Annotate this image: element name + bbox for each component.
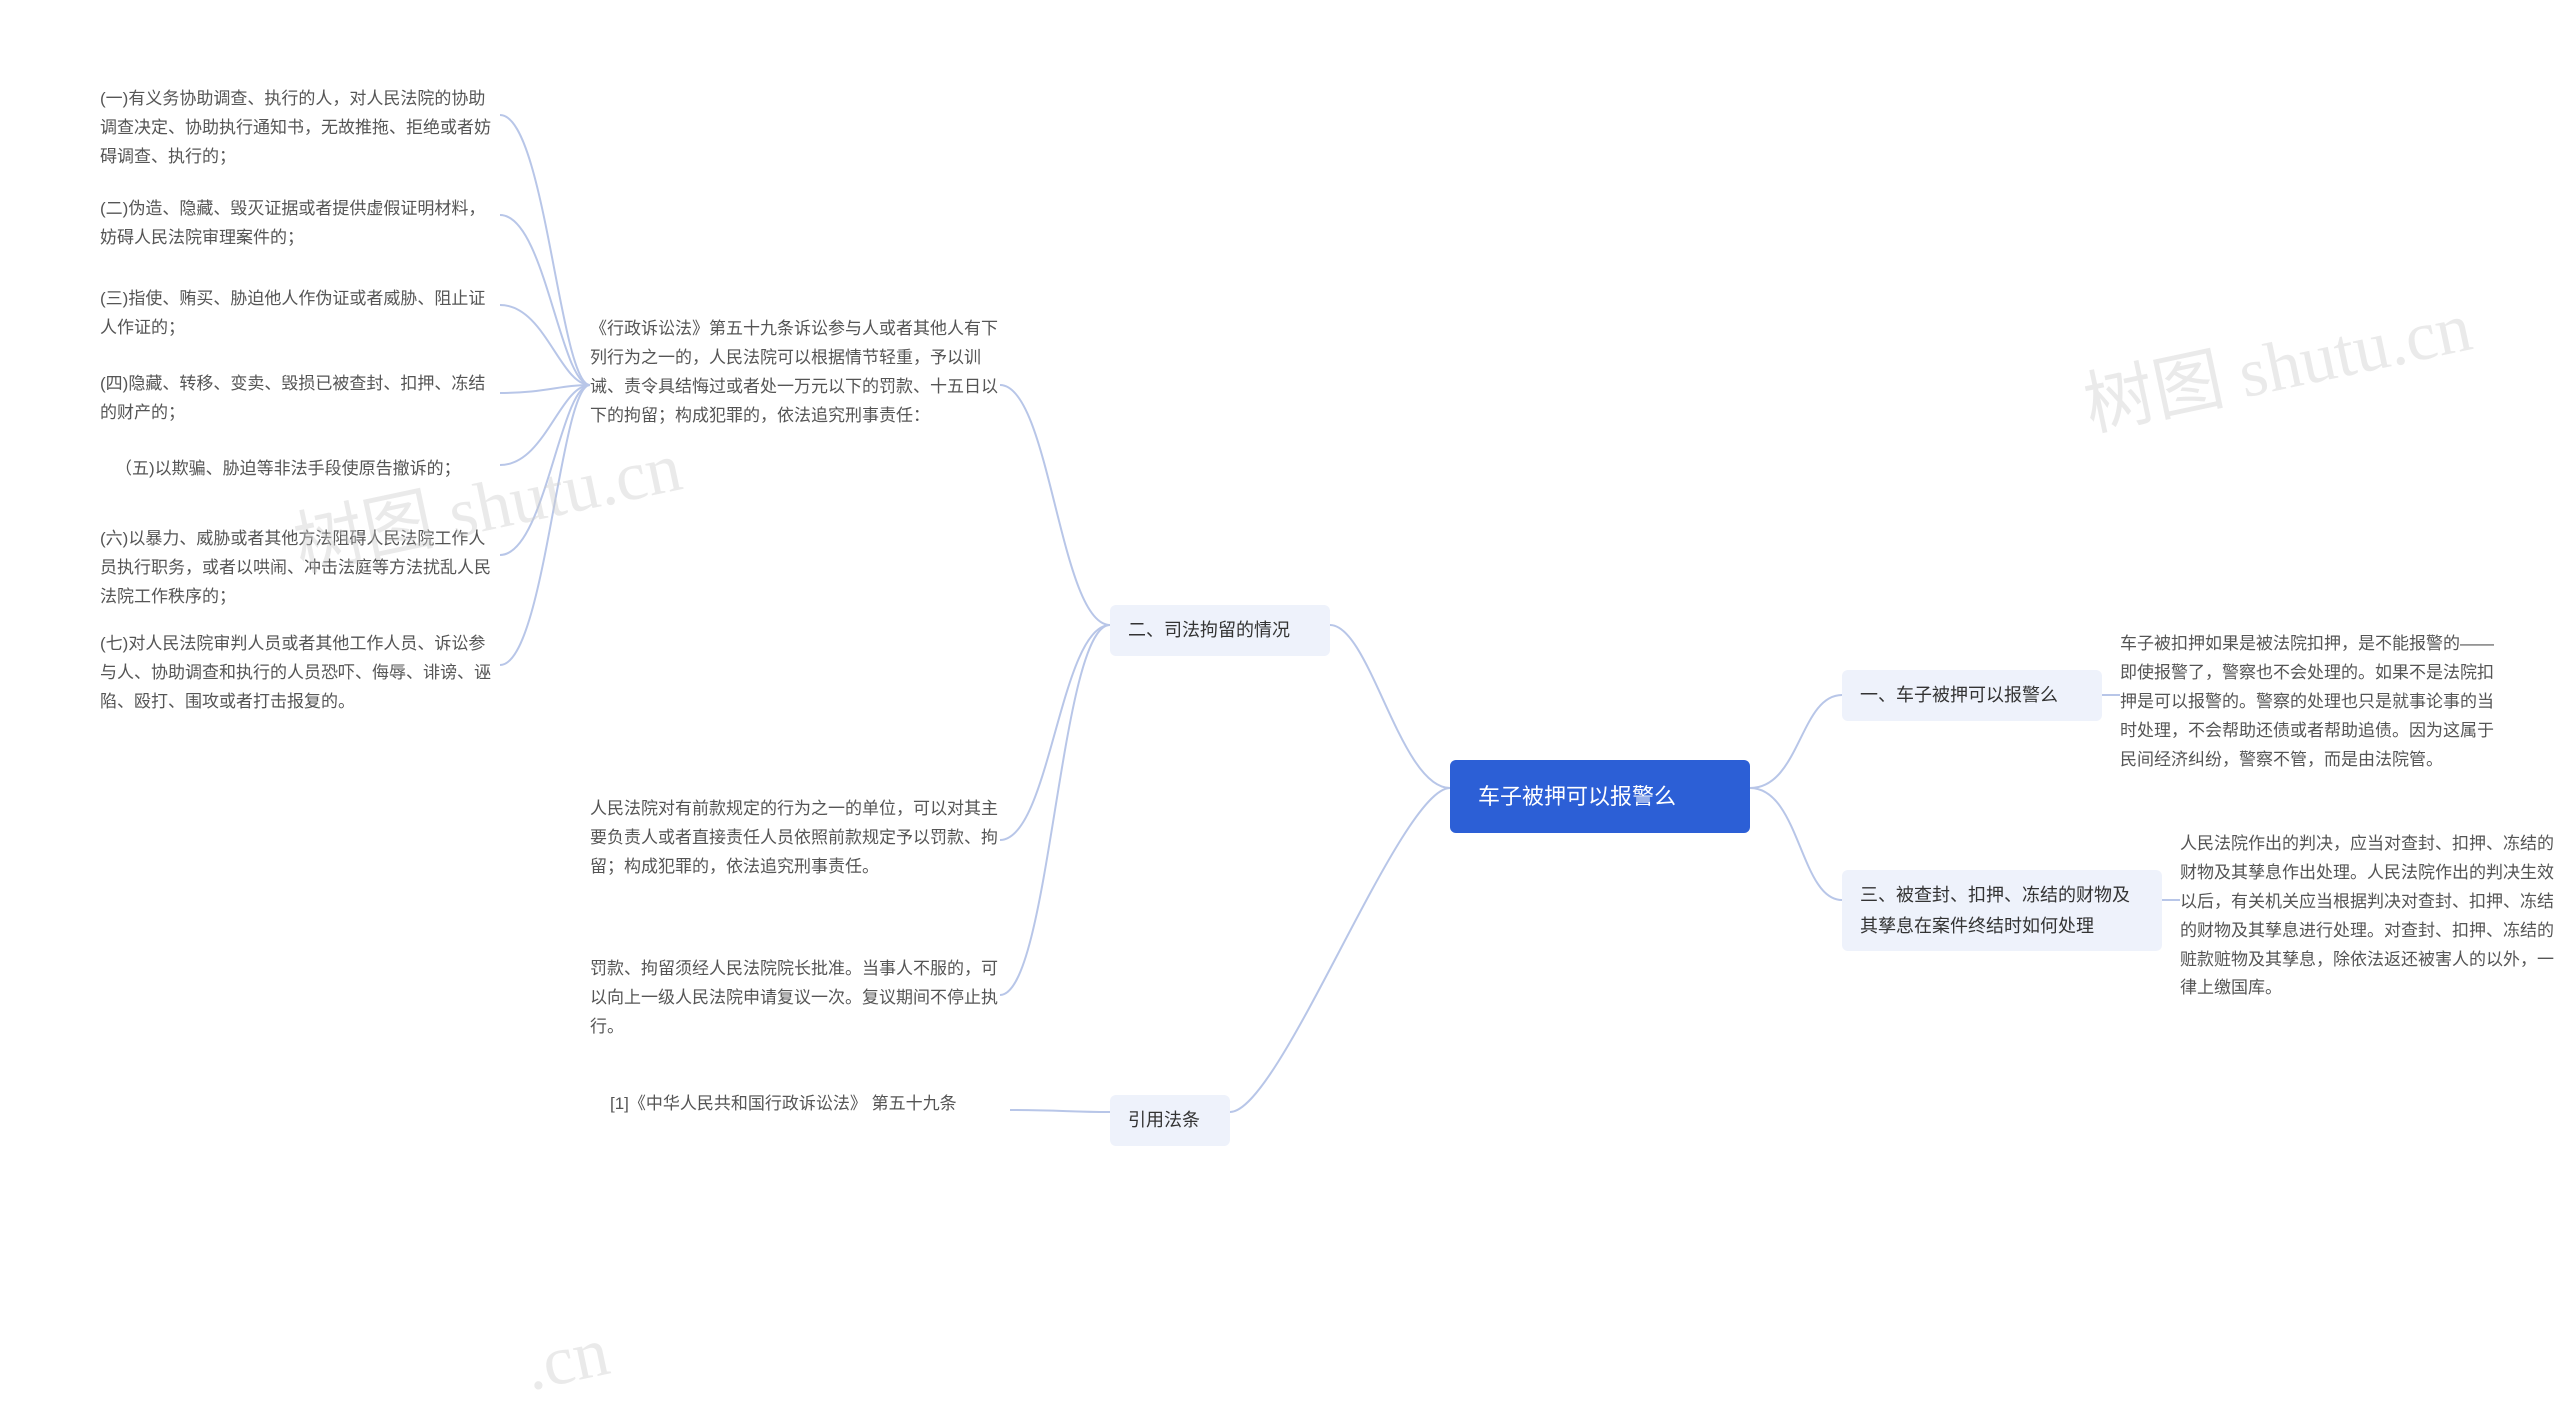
approval-text: 罚款、拘留须经人民法院院长批准。当事人不服的，可以向上一级人民法院申请复议一次。… (590, 955, 1000, 1042)
branch-one-detail: 车子被扣押如果是被法院扣押，是不能报警的——即使报警了，警察也不会处理的。如果不… (2120, 630, 2500, 774)
law-sub-2: (二)伪造、隐藏、毁灭证据或者提供虚假证明材料，妨碍人民法院审理案件的； (100, 195, 500, 253)
law-intro: 《行政诉讼法》第五十九条诉讼参与人或者其他人有下列行为之一的，人民法院可以根据情… (590, 315, 1000, 431)
branch-ref[interactable]: 引用法条 (1110, 1095, 1230, 1146)
branch-three[interactable]: 三、被查封、扣押、冻结的财物及其孳息在案件终结时如何处理 (1842, 870, 2162, 951)
branch-ref-detail: [1]《中华人民共和国行政诉讼法》 第五十九条 (610, 1090, 1010, 1119)
unit-text: 人民法院对有前款规定的行为之一的单位，可以对其主要负责人或者直接责任人员依照前款… (590, 795, 1000, 882)
law-sub-4: (四)隐藏、转移、变卖、毁损已被查封、扣押、冻结的财产的； (100, 370, 500, 428)
root-node[interactable]: 车子被押可以报警么 (1450, 760, 1750, 833)
branch-three-detail: 人民法院作出的判决，应当对查封、扣押、冻结的财物及其孳息作出处理。人民法院作出的… (2180, 830, 2560, 1003)
law-sub-5: （五)以欺骗、胁迫等非法手段使原告撤诉的； (115, 455, 515, 484)
law-sub-1: (一)有义务协助调查、执行的人，对人民法院的协助调查决定、协助执行通知书，无故推… (100, 85, 500, 172)
law-sub-3: (三)指使、贿买、胁迫他人作伪证或者威胁、阻止证人作证的； (100, 285, 500, 343)
branch-one[interactable]: 一、车子被押可以报警么 (1842, 670, 2102, 721)
law-sub-6: (六)以暴力、威胁或者其他方法阻碍人民法院工作人员执行职务，或者以哄闹、冲击法庭… (100, 525, 500, 612)
branch-two[interactable]: 二、司法拘留的情况 (1110, 605, 1330, 656)
law-sub-7: (七)对人民法院审判人员或者其他工作人员、诉讼参与人、协助调查和执行的人员恐吓、… (100, 630, 500, 717)
